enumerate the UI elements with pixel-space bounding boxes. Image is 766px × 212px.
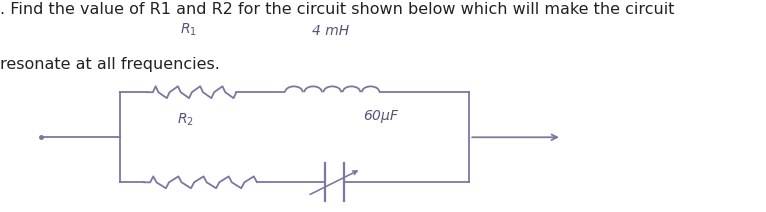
- Text: $R_1$: $R_1$: [180, 22, 197, 38]
- Text: 60$\mu$F: 60$\mu$F: [363, 108, 400, 125]
- Text: 4 mH: 4 mH: [313, 24, 349, 38]
- Text: $R_2$: $R_2$: [176, 112, 194, 128]
- Text: . Find the value of R1 and R2 for the circuit shown below which will make the ci: . Find the value of R1 and R2 for the ci…: [0, 2, 675, 17]
- Text: resonate at all frequencies.: resonate at all frequencies.: [0, 57, 220, 72]
